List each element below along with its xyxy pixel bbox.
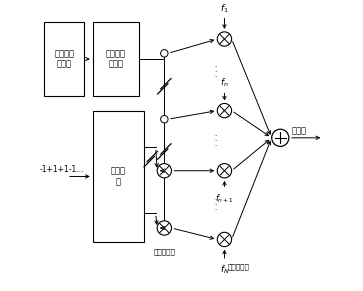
- Text: 串并变
换: 串并变 换: [111, 167, 126, 186]
- Circle shape: [272, 129, 289, 146]
- Text: $f_N$: $f_N$: [220, 264, 229, 276]
- Text: 脉冲成形
滤波器: 脉冲成形 滤波器: [106, 49, 126, 69]
- Text: 载波乘法器: 载波乘法器: [227, 264, 249, 270]
- Bar: [44, 22, 84, 96]
- Circle shape: [217, 232, 232, 246]
- Text: $f_n$: $f_n$: [220, 77, 229, 89]
- Circle shape: [157, 164, 171, 178]
- Text: $f_{n+1}$: $f_{n+1}$: [215, 192, 234, 205]
- Text: 加法器: 加法器: [292, 126, 307, 135]
- Text: 调制乘法器: 调制乘法器: [154, 248, 175, 255]
- Bar: [93, 111, 144, 242]
- Bar: [93, 22, 139, 96]
- Circle shape: [160, 49, 168, 57]
- Text: ·
·
·: · · ·: [215, 64, 217, 80]
- Text: 混沌信号
发生器: 混沌信号 发生器: [54, 49, 74, 69]
- Text: $f_1$: $f_1$: [220, 2, 229, 15]
- Text: ·
·
·: · · ·: [215, 197, 217, 213]
- Circle shape: [217, 103, 232, 118]
- Circle shape: [217, 164, 232, 178]
- Circle shape: [157, 221, 171, 235]
- Circle shape: [217, 32, 232, 46]
- Circle shape: [160, 116, 168, 123]
- Text: -1+1+1-1…: -1+1+1-1…: [40, 165, 85, 174]
- Text: ·
·
·: · · ·: [215, 133, 217, 149]
